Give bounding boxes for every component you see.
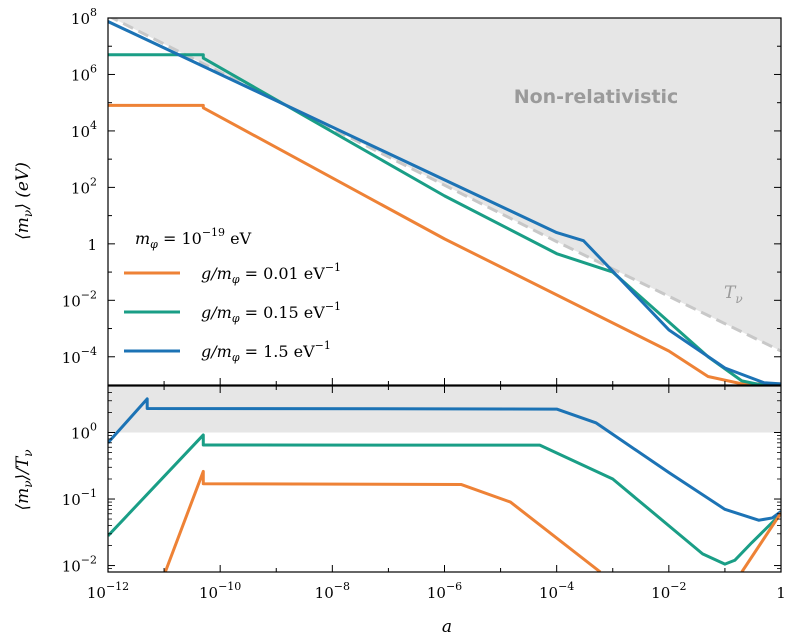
tick-exp: −1 (81, 487, 97, 500)
legend-title: mφ = 10−19 eV (135, 226, 252, 251)
ylab-T: T (13, 455, 33, 468)
y-tick-label-bottom: 10−2 (62, 554, 97, 576)
tick-base: 10 (71, 10, 90, 28)
tick-base: 10 (651, 584, 670, 602)
x-tick-label: 10−12 (87, 580, 129, 602)
tick-base: 10 (62, 349, 81, 367)
legend-g: g/m (201, 303, 232, 322)
series-line-bottom-2 (108, 397, 781, 522)
legend: mφ = 10−19 eVg/mφ = 0.01 eV−1g/mφ = 0.15… (124, 226, 341, 364)
x-tick-label: 10−6 (427, 580, 462, 602)
legend-g: g/m (201, 342, 232, 361)
legend-value: = 0.15 eV (240, 303, 326, 322)
legend-exp: −1 (325, 300, 341, 313)
legend-title-sub: φ (150, 238, 158, 251)
tick-base: 10 (427, 584, 446, 602)
tick-exp: −6 (446, 580, 462, 593)
tick-base: 10 (71, 123, 90, 141)
ylab-nu2: ν (21, 449, 35, 456)
legend-phi: φ (232, 351, 240, 364)
tick-base: 10 (315, 584, 334, 602)
legend-title-eq: = 10 (158, 229, 202, 248)
legend-value: = 0.01 eV (240, 264, 326, 283)
tick-exp: −2 (670, 580, 686, 593)
tick-base: 10 (71, 179, 90, 197)
bottom-plot-area (108, 386, 781, 572)
y-tick-label-top: 102 (71, 175, 97, 197)
top-plot-area (108, 18, 781, 385)
legend-title-unit: eV (225, 229, 252, 248)
ylab-nu: ν (21, 480, 35, 487)
tick-exp: −12 (106, 580, 129, 593)
ylab-nu: ν (21, 210, 35, 217)
x-tick-label: 10−4 (539, 580, 574, 602)
ylab-bracket: ⟨ (13, 504, 33, 511)
legend-entry-2: g/mφ = 1.5 eV−1 (201, 339, 331, 364)
y-tick-label-top: 10−2 (62, 288, 97, 310)
series-line-top-1 (108, 53, 781, 385)
y-tick-label-top: 1 (87, 236, 97, 254)
legend-exp: −1 (325, 261, 341, 274)
x-tick-label: 1 (776, 584, 786, 602)
t-nu-reference-line (109, 18, 781, 353)
y-tick-label-bottom: 10−1 (62, 487, 97, 509)
tick-exp: −4 (558, 580, 574, 593)
tick-exp: −10 (218, 580, 241, 593)
legend-title-exp: −19 (202, 226, 225, 239)
tick-base: 1 (776, 584, 786, 602)
x-tick-label: 10−8 (315, 580, 350, 602)
y-tick-label-top: 106 (71, 62, 97, 84)
tick-exp: 4 (90, 119, 97, 132)
series-line-top-0 (108, 103, 781, 385)
legend-title-m: m (135, 229, 150, 248)
tick-exp: −2 (81, 288, 97, 301)
tick-exp: 6 (90, 62, 97, 75)
legend-exp: −1 (315, 339, 331, 352)
tick-base: 10 (71, 425, 90, 443)
tick-base: 10 (71, 66, 90, 84)
tick-base: 10 (539, 584, 558, 602)
tick-exp: 0 (90, 421, 97, 434)
y-axis-label-bottom: ⟨mν⟩/Tν (13, 449, 35, 510)
ylab-m: m (13, 488, 33, 504)
t-nu-subscript: ν (735, 292, 742, 306)
tick-base: 10 (62, 292, 81, 310)
series-line-top-2 (108, 20, 781, 385)
tick-exp: −4 (81, 345, 97, 358)
legend-g: g/m (201, 264, 232, 283)
x-tick-label: 10−10 (199, 580, 241, 602)
ylab-bracket: ⟨ (13, 233, 33, 240)
x-tick-label: 10−2 (651, 580, 686, 602)
legend-phi: φ (232, 273, 240, 286)
tick-exp: 2 (90, 175, 97, 188)
tick-exp: −2 (81, 554, 97, 567)
x-axis-label: a (442, 617, 452, 637)
ylab-div: ⟩/ (13, 466, 33, 482)
ylab-m: m (13, 217, 33, 233)
series-line-bottom-0 (163, 469, 602, 572)
tick-exp: 8 (90, 6, 97, 19)
legend-phi: φ (232, 312, 240, 325)
tick-exp: −8 (334, 580, 350, 593)
tick-base: 10 (62, 491, 81, 509)
series-line-bottom-1 (108, 433, 781, 566)
tick-base: 10 (87, 584, 106, 602)
y-tick-label-top: 108 (71, 6, 97, 28)
non-relativistic-label: Non-relativistic (514, 86, 679, 108)
legend-entry-0: g/mφ = 0.01 eV−1 (201, 261, 341, 286)
tick-base: 10 (199, 584, 218, 602)
legend-value: = 1.5 eV (240, 342, 316, 361)
y-tick-label-bottom: 100 (71, 421, 97, 443)
y-axis-label-top: ⟨mν⟩ (eV) (13, 162, 35, 240)
y-tick-label-top: 10−4 (62, 345, 97, 367)
axis-labels: 10−12 10−10 10−8 10−6 10−4 10−2 1a⟨mν⟩ (eV)⟨mν… (13, 162, 786, 637)
legend-entry-1: g/mφ = 0.15 eV−1 (201, 300, 341, 325)
ylab-rest: ⟩ (eV) (13, 162, 33, 211)
tick-base: 10 (62, 558, 81, 576)
series-segment-bottom-0 (740, 512, 781, 572)
y-tick-label-top: 104 (71, 119, 97, 141)
